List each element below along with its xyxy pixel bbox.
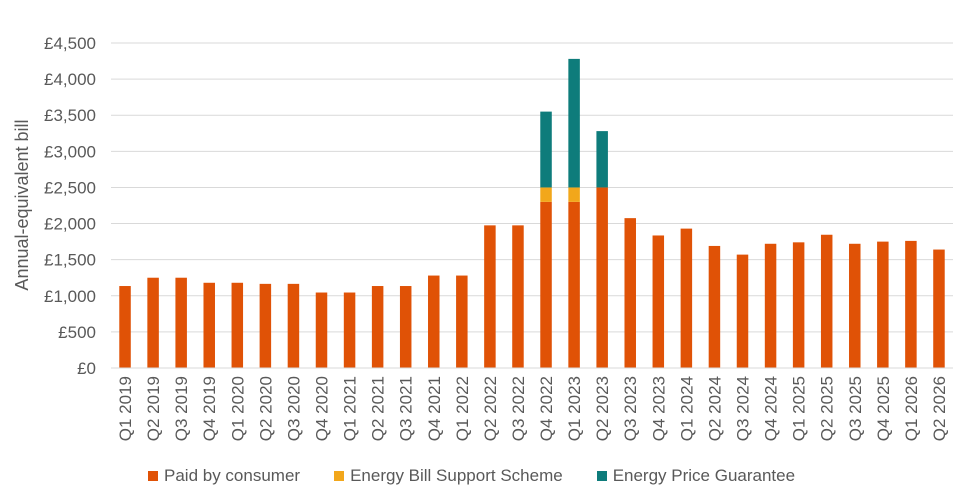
legend-item-energy-bill-support-scheme: Energy Bill Support Scheme: [334, 466, 563, 486]
bars: [119, 58, 945, 368]
x-tick-label: Q1 2019: [116, 376, 135, 441]
x-tick-label: Q3 2022: [509, 376, 528, 441]
legend: Paid by consumer Energy Bill Support Sch…: [148, 466, 795, 486]
y-tick-label: £0: [77, 359, 96, 378]
y-tick-label: £500: [58, 323, 96, 342]
bar-paid-by-consumer: [820, 234, 833, 368]
bar-paid-by-consumer: [680, 228, 693, 368]
y-tick-label: £3,500: [44, 106, 96, 125]
bar-energy-price-guarantee: [568, 58, 580, 188]
x-tick-label: Q2 2024: [705, 376, 724, 441]
legend-label: Energy Bill Support Scheme: [350, 466, 563, 485]
x-tick-label: Q4 2024: [762, 376, 781, 441]
legend-swatch: [596, 471, 607, 481]
x-tick-label: Q2 2022: [481, 376, 500, 441]
x-tick-label: Q2 2026: [930, 376, 949, 441]
x-tick-label: Q1 2026: [902, 376, 921, 441]
bar-paid-by-consumer: [315, 292, 328, 368]
bar-paid-by-consumer: [147, 277, 159, 368]
y-axis-label: Annual-equivalent bill: [12, 119, 32, 290]
x-tick-label: Q3 2023: [621, 376, 640, 441]
bar-energy-bill-support-scheme: [540, 187, 552, 202]
bar-paid-by-consumer: [259, 283, 272, 368]
legend-swatch: [148, 471, 158, 481]
bar-paid-by-consumer: [849, 243, 861, 368]
x-tick-label: Q2 2019: [144, 376, 163, 441]
y-tick-label: £4,500: [44, 34, 96, 53]
y-tick-label: £2,000: [44, 215, 96, 234]
bar-paid-by-consumer: [652, 235, 665, 368]
x-tick-label: Q4 2019: [200, 376, 219, 441]
bar-paid-by-consumer: [343, 292, 356, 368]
bar-energy-price-guarantee: [540, 111, 552, 188]
x-tick-label: Q1 2023: [565, 376, 584, 441]
x-tick-label: Q4 2023: [649, 376, 668, 441]
legend-label: Paid by consumer: [164, 466, 301, 485]
y-axis-ticks: £0 £500 £1,000 £1,500 £2,000 £2,500 £3,000 £3,5…: [44, 34, 96, 378]
bar-paid-by-consumer: [371, 286, 384, 368]
x-tick-label: Q3 2021: [397, 376, 416, 441]
bar-paid-by-consumer: [708, 245, 721, 368]
legend-item-paid-by-consumer: Paid by consumer: [148, 466, 300, 486]
bar-paid-by-consumer: [933, 249, 945, 368]
y-tick-label: £1,000: [44, 287, 96, 306]
bar-paid-by-consumer: [456, 275, 468, 368]
y-tick-label: £3,000: [44, 142, 96, 161]
x-tick-label: Q4 2025: [874, 376, 893, 441]
bar-paid-by-consumer: [596, 187, 608, 368]
bar-energy-bill-support-scheme: [568, 187, 580, 202]
bar-paid-by-consumer: [231, 282, 244, 368]
x-tick-label: Q1 2022: [453, 376, 472, 441]
x-tick-label: Q4 2020: [313, 376, 332, 441]
bar-paid-by-consumer: [399, 286, 412, 368]
x-axis-ticks: Q1 2019 Q2 2019 Q3 2019 Q4 2019 Q1 2020 Q2 20…: [116, 376, 949, 441]
x-tick-label: Q3 2019: [172, 376, 191, 441]
bar-paid-by-consumer: [203, 282, 215, 368]
x-tick-label: Q4 2021: [425, 376, 444, 441]
x-tick-label: Q2 2021: [369, 376, 388, 441]
bar-paid-by-consumer: [905, 240, 917, 368]
x-tick-label: Q2 2023: [593, 376, 612, 441]
bar-paid-by-consumer: [428, 275, 440, 368]
bar-paid-by-consumer: [792, 242, 805, 368]
bar-paid-by-consumer: [287, 283, 300, 368]
bar-paid-by-consumer: [764, 243, 777, 368]
bar-paid-by-consumer: [540, 201, 552, 368]
x-tick-label: Q1 2025: [790, 376, 809, 441]
bar-energy-price-guarantee: [596, 131, 608, 188]
y-tick-label: £2,500: [44, 178, 96, 197]
bar-paid-by-consumer: [512, 225, 524, 368]
bar-paid-by-consumer: [877, 241, 889, 368]
y-tick-label: £4,000: [44, 70, 96, 89]
x-tick-label: Q3 2020: [284, 376, 303, 441]
bar-paid-by-consumer: [119, 286, 131, 368]
legend-swatch: [334, 471, 345, 481]
x-tick-label: Q1 2021: [341, 376, 360, 441]
legend-label: Energy Price Guarantee: [612, 466, 796, 485]
x-tick-label: Q3 2024: [734, 376, 753, 441]
y-tick-label: £1,500: [44, 251, 96, 270]
bar-paid-by-consumer: [736, 254, 749, 368]
gridlines: [111, 42, 953, 333]
legend-item-energy-price-guarantee: Energy Price Guarantee: [596, 466, 796, 486]
bar-paid-by-consumer: [624, 218, 636, 368]
x-tick-label: Q2 2020: [256, 376, 275, 441]
x-tick-label: Q1 2024: [677, 376, 696, 441]
bar-paid-by-consumer: [175, 277, 187, 368]
x-tick-label: Q1 2020: [228, 376, 247, 441]
x-tick-label: Q3 2025: [846, 376, 865, 441]
x-tick-label: Q4 2022: [537, 376, 556, 441]
bar-paid-by-consumer: [484, 225, 496, 368]
bar-paid-by-consumer: [568, 201, 580, 368]
x-tick-label: Q2 2025: [818, 376, 837, 441]
